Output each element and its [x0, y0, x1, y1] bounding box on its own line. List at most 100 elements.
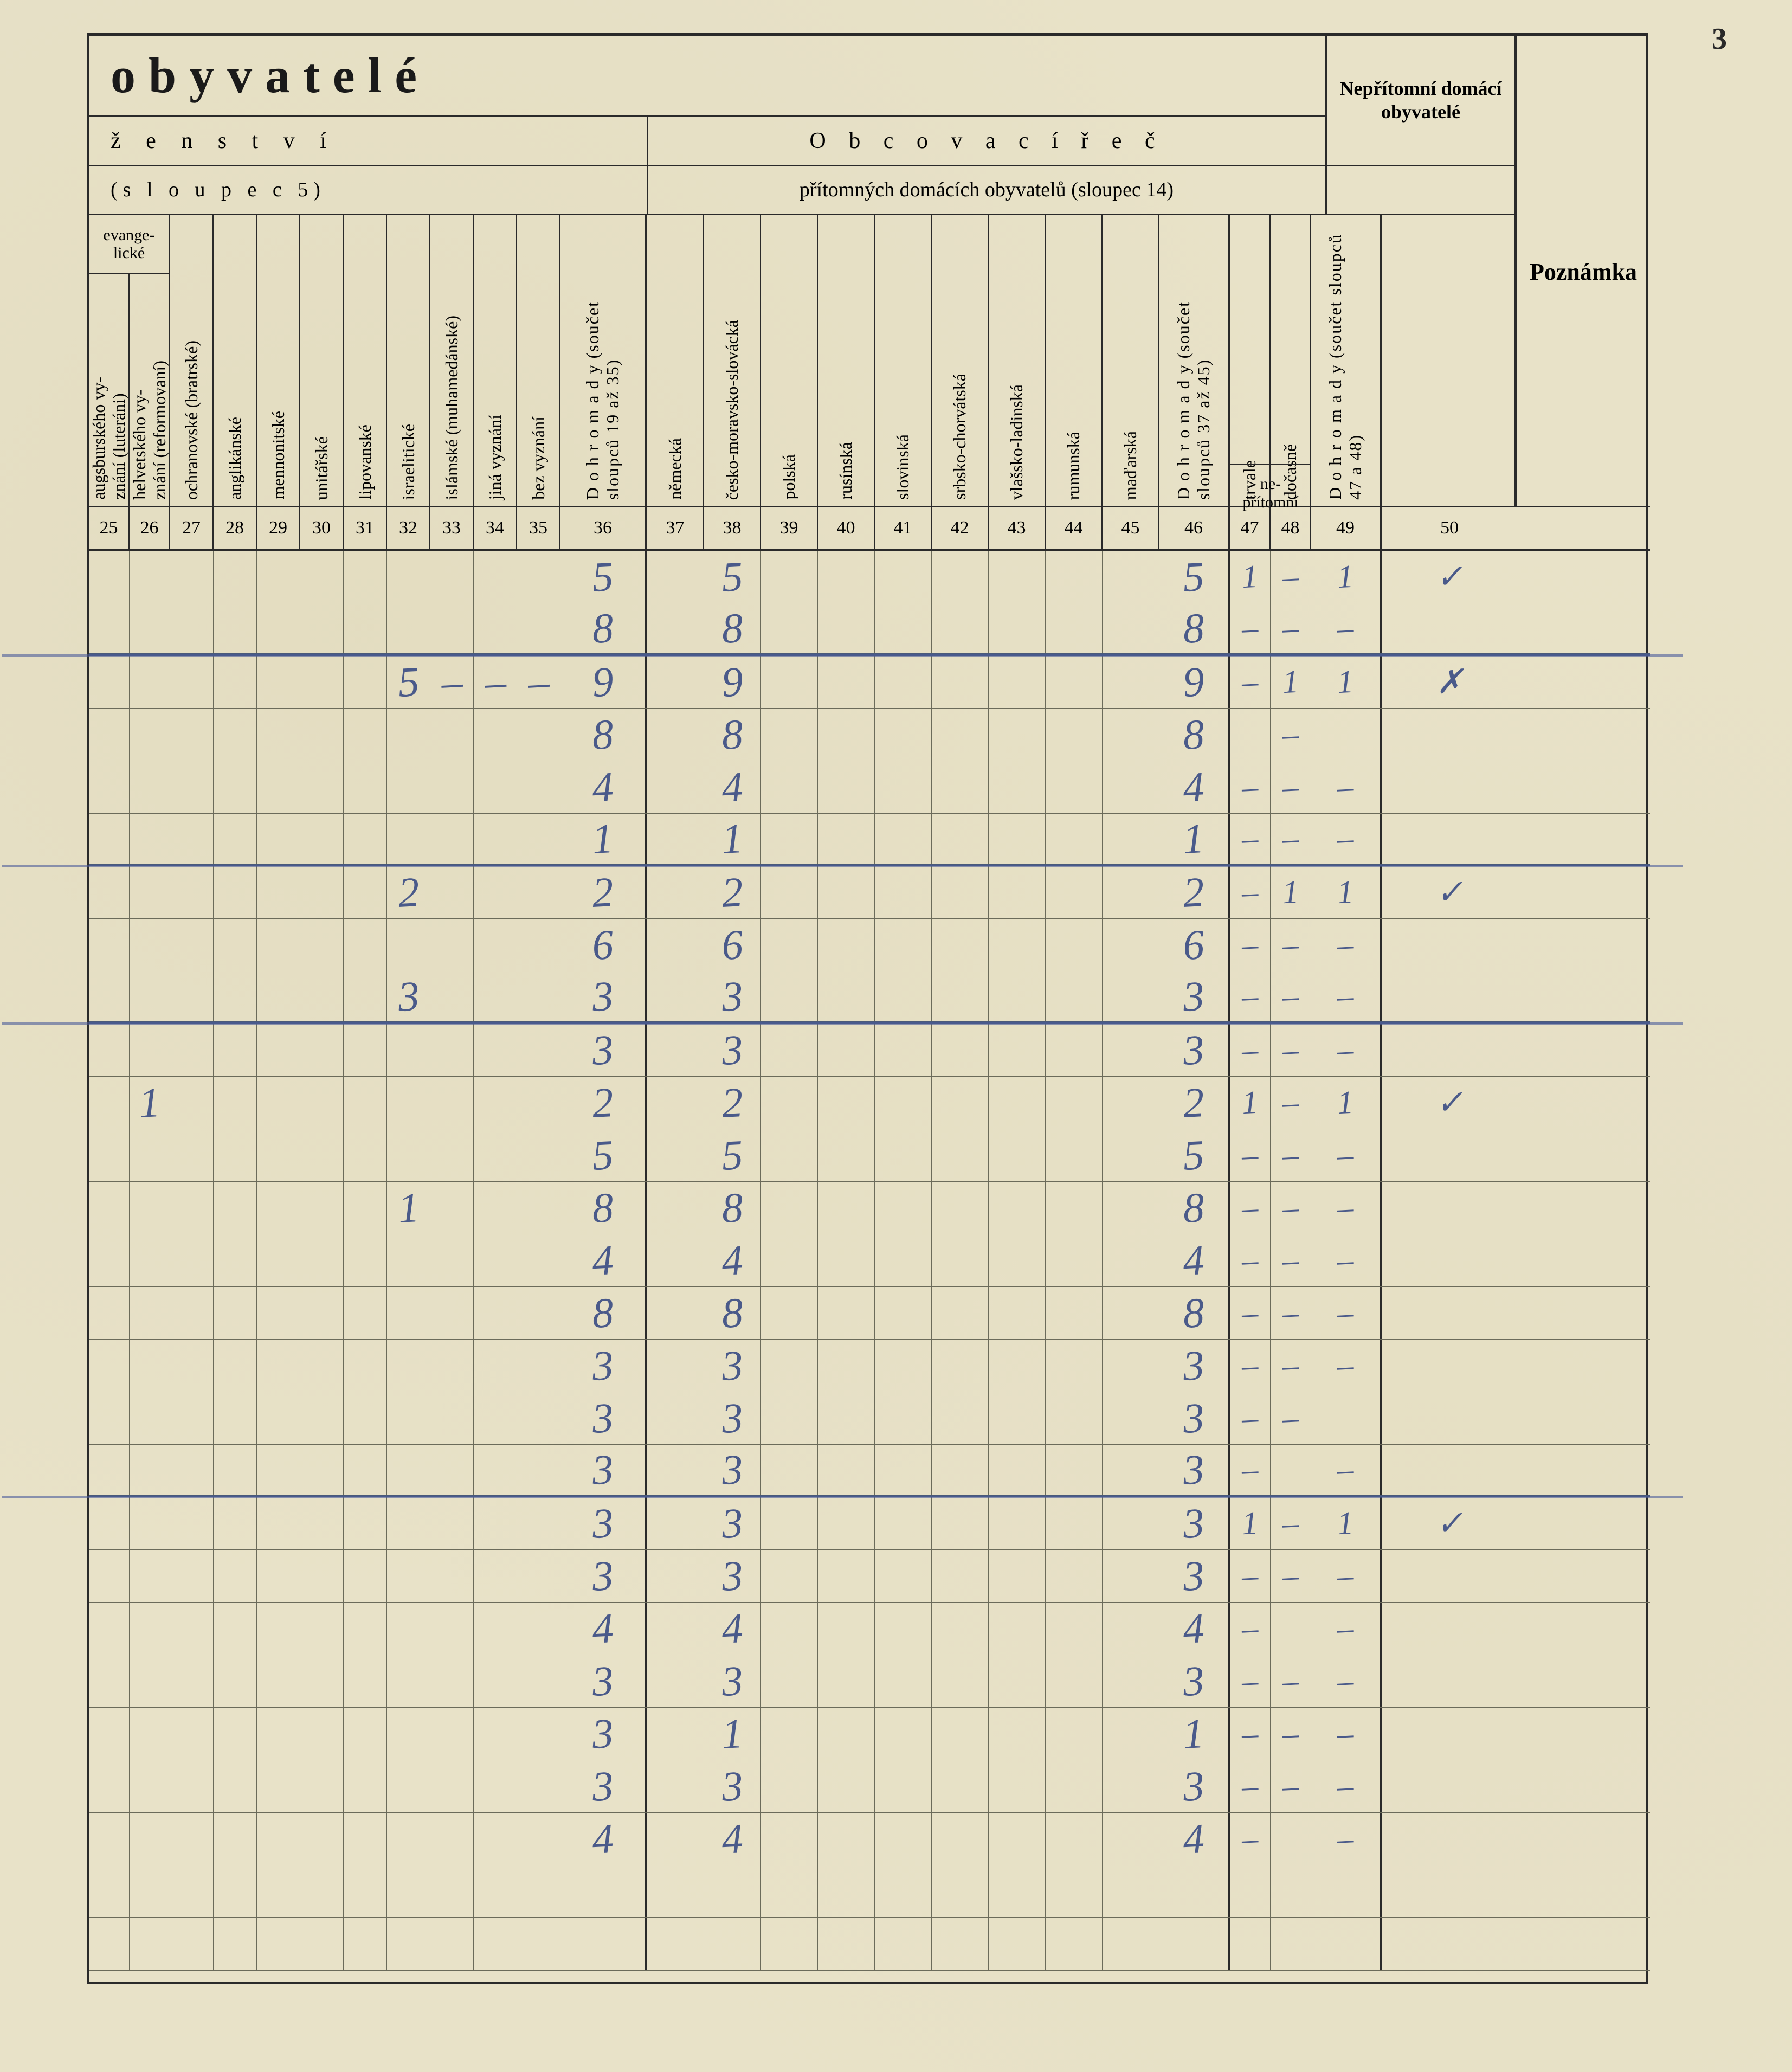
cell-33	[430, 1603, 474, 1655]
cell-48	[1271, 1445, 1311, 1495]
col-number-30: 30	[300, 507, 344, 549]
cell-36: 3	[560, 1655, 647, 1707]
cell-31	[344, 1708, 387, 1760]
handwritten-value: –	[1336, 1610, 1355, 1648]
handwritten-value: 2	[591, 867, 615, 917]
cell-49: –	[1311, 1287, 1382, 1339]
cell-48: –	[1271, 551, 1311, 603]
handwritten-value: 1	[1336, 1504, 1355, 1542]
cell-34	[474, 1760, 517, 1812]
cell-43	[989, 1918, 1046, 1970]
col-number-42: 42	[932, 507, 989, 549]
handwritten-value: 1	[138, 1078, 162, 1128]
handwritten-value: –	[1336, 926, 1355, 964]
cell-48: –	[1271, 1129, 1311, 1181]
cell-48	[1271, 1865, 1311, 1917]
cell-33	[430, 1392, 474, 1444]
cell-30	[300, 1182, 344, 1234]
cell-47	[1230, 709, 1271, 761]
cell-28	[214, 1655, 257, 1707]
cell-36: 3	[560, 1760, 647, 1812]
cell-44	[1046, 1024, 1103, 1076]
table-row: 333–––	[89, 1024, 1650, 1077]
cell-50	[1382, 1340, 1517, 1392]
cell-49: 1	[1311, 866, 1382, 918]
cell-25	[89, 1708, 130, 1760]
handwritten-value: –	[1281, 768, 1300, 806]
cell-35: –	[517, 656, 560, 708]
cell-27	[170, 1234, 214, 1286]
handwritten-value: 3	[1182, 1025, 1206, 1075]
col-header-text-43: vlašsko-ladinská	[1007, 384, 1027, 500]
cell-40	[818, 761, 875, 813]
cell-43	[989, 1287, 1046, 1339]
cell-40	[818, 1077, 875, 1129]
evangelicke-group: evange- lické	[89, 215, 170, 274]
cell-33	[430, 1813, 474, 1865]
cell-50	[1382, 1445, 1517, 1495]
cell-42	[932, 919, 989, 971]
cell-50: ✗	[1382, 656, 1517, 708]
cell-43	[989, 1497, 1046, 1549]
cell-44	[1046, 1129, 1103, 1181]
cell-39	[761, 866, 818, 918]
cell-46: 3	[1159, 1550, 1230, 1602]
cell-45	[1103, 919, 1159, 971]
cell-32	[387, 1918, 430, 1970]
cell-25	[89, 971, 130, 1021]
cell-45	[1103, 1655, 1159, 1707]
handwritten-value: –	[1241, 1610, 1259, 1648]
handwritten-value: –	[1241, 820, 1259, 858]
cell-26	[130, 919, 170, 971]
cell-25	[89, 761, 130, 813]
cell-31	[344, 603, 387, 653]
cell-30	[300, 1445, 344, 1495]
handwritten-value: –	[1281, 1399, 1300, 1437]
cell-46: 4	[1159, 1813, 1230, 1865]
cell-42	[932, 1077, 989, 1129]
col-header-text-36: D o h r o m a d y (součet sloupců 19 až …	[583, 301, 623, 500]
cell-35	[517, 1918, 560, 1970]
cell-37	[647, 1708, 704, 1760]
col-header-text-35: bez vyznání	[528, 416, 549, 500]
cell-44	[1046, 1603, 1103, 1655]
col-header-text-28: anglikánské	[225, 417, 245, 500]
cell-39	[761, 1550, 818, 1602]
handwritten-value: –	[1336, 1557, 1355, 1595]
table-row: 333–––	[89, 1550, 1650, 1603]
cell-27	[170, 1760, 214, 1812]
handwritten-value: 1	[1336, 558, 1355, 596]
handwritten-value: –	[1281, 1241, 1300, 1279]
cell-37	[647, 1024, 704, 1076]
cell-32	[387, 1603, 430, 1655]
cell-34	[474, 1813, 517, 1865]
cell-38: 3	[704, 1024, 761, 1076]
cell-31	[344, 1918, 387, 1970]
cell-25	[89, 1182, 130, 1234]
cell-43	[989, 1550, 1046, 1602]
cell-42	[932, 1550, 989, 1602]
cell-46: 4	[1159, 761, 1230, 813]
cell-46: 2	[1159, 1077, 1230, 1129]
cell-42	[932, 1024, 989, 1076]
cell-50: ✓	[1382, 1077, 1517, 1129]
col-number-43: 43	[989, 507, 1046, 549]
cell-41	[875, 1129, 932, 1181]
cell-37	[647, 656, 704, 708]
col-number-26: 26	[130, 507, 170, 549]
handwritten-value: 4	[591, 1604, 615, 1653]
cell-42	[932, 1392, 989, 1444]
cell-42	[932, 1760, 989, 1812]
cell-45	[1103, 1234, 1159, 1286]
cell-44	[1046, 1287, 1103, 1339]
cell-48: –	[1271, 1392, 1311, 1444]
cell-45	[1103, 1865, 1159, 1917]
cell-29	[257, 551, 300, 603]
cell-43	[989, 1182, 1046, 1234]
col-header-36: D o h r o m a d y (součet sloupců 19 až …	[560, 214, 647, 506]
handwritten-value: –	[440, 657, 464, 707]
cell-30	[300, 1340, 344, 1392]
cell-43	[989, 866, 1046, 918]
handwritten-value: 1	[1182, 1709, 1206, 1759]
table-row: 5551–1✓	[89, 551, 1650, 603]
